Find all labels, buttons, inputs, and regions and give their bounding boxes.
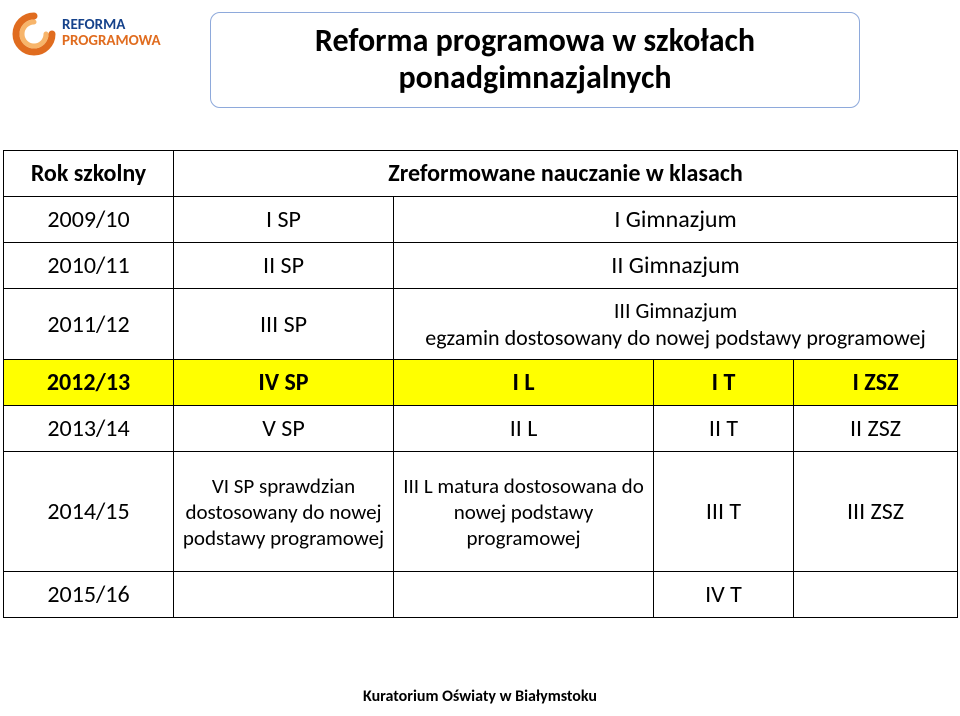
footer-text: Kuratorium Oświaty w Białymstoku: [0, 687, 960, 706]
cell-year: 2009/10: [4, 197, 174, 243]
cell: II Gimnazjum: [394, 243, 958, 289]
cell: IV SP: [174, 360, 394, 406]
cell: II ZSZ: [794, 406, 958, 452]
cell: I SP: [174, 197, 394, 243]
cell: VI SP sprawdzian dostosowany do nowej po…: [174, 452, 394, 572]
table-row: 2009/10 I SP I Gimnazjum: [4, 197, 958, 243]
cell: I Gimnazjum: [394, 197, 958, 243]
logo-text: REFORMA PROGRAMOWA: [62, 18, 161, 50]
cell: I T: [654, 360, 794, 406]
cell: [174, 572, 394, 618]
cell: [794, 572, 958, 618]
cell-year: 2015/16: [4, 572, 174, 618]
table-row: 2013/14 V SP II L II T II ZSZ: [4, 406, 958, 452]
logo-ring-icon: [12, 12, 56, 56]
cell: I L: [394, 360, 654, 406]
cell-year: 2014/15: [4, 452, 174, 572]
cell: III ZSZ: [794, 452, 958, 572]
cell-year: 2013/14: [4, 406, 174, 452]
cell: III SP: [174, 289, 394, 360]
table-row: 2015/16 IV T: [4, 572, 958, 618]
reform-table: Rok szkolny Zreformowane nauczanie w kla…: [3, 150, 958, 618]
cell-year: 2011/12: [4, 289, 174, 360]
cell: II SP: [174, 243, 394, 289]
cell-year: 2012/13: [4, 360, 174, 406]
cell-year: 2010/11: [4, 243, 174, 289]
cell: IV T: [654, 572, 794, 618]
cell: III L matura dostosowana do nowej podsta…: [394, 452, 654, 572]
cell: III T: [654, 452, 794, 572]
cell: [394, 572, 654, 618]
table-row-highlight: 2012/13 IV SP I L I T I ZSZ: [4, 360, 958, 406]
logo: REFORMA PROGRAMOWA: [12, 12, 161, 56]
cell: V SP: [174, 406, 394, 452]
cell: II T: [654, 406, 794, 452]
cell: III Gimnazjum egzamin dostosowany do now…: [394, 289, 958, 360]
cell: II L: [394, 406, 654, 452]
header-rest: Zreformowane nauczanie w klasach: [174, 151, 958, 197]
cell: I ZSZ: [794, 360, 958, 406]
header-col1: Rok szkolny: [4, 151, 174, 197]
table-row: 2010/11 II SP II Gimnazjum: [4, 243, 958, 289]
table-header-row: Rok szkolny Zreformowane nauczanie w kla…: [4, 151, 958, 197]
table-row: 2014/15 VI SP sprawdzian dostosowany do …: [4, 452, 958, 572]
table-row: 2011/12 III SP III Gimnazjum egzamin dos…: [4, 289, 958, 360]
page-title: Reforma programowa w szkołach ponadgimna…: [210, 12, 860, 108]
logo-line2: PROGRAMOWA: [62, 34, 161, 50]
